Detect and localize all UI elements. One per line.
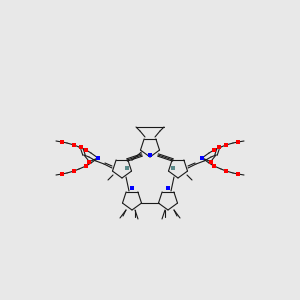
Bar (96, 156, 100, 160)
Bar (236, 140, 240, 144)
Bar (60, 140, 64, 144)
Bar (217, 145, 221, 149)
Bar (87, 160, 91, 164)
Bar (130, 186, 134, 190)
Bar (148, 153, 152, 157)
Bar (224, 169, 228, 173)
Bar (171, 166, 175, 170)
Bar (72, 143, 76, 147)
Bar (84, 148, 88, 152)
Bar (60, 172, 64, 176)
Bar (125, 166, 129, 170)
Bar (236, 172, 240, 176)
Bar (209, 160, 213, 164)
Bar (212, 164, 216, 168)
Bar (200, 156, 204, 160)
Bar (166, 186, 170, 190)
Bar (212, 148, 216, 152)
Bar (72, 169, 76, 173)
Bar (79, 145, 83, 149)
Bar (84, 164, 88, 168)
Bar (224, 143, 228, 147)
